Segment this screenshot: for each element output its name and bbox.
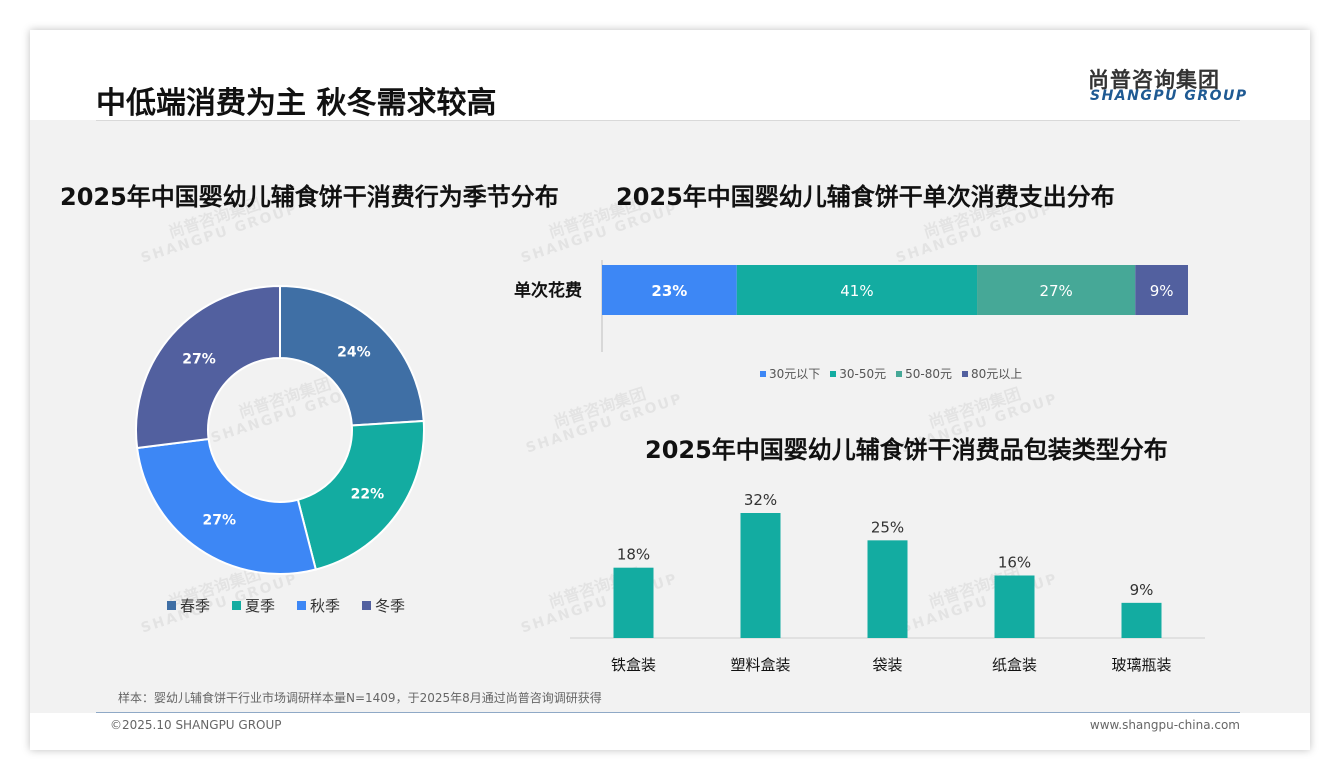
- stacked-segment: [977, 265, 1136, 315]
- segment-label: 23%: [651, 282, 687, 300]
- legend-swatch: [297, 601, 307, 610]
- stacked-bar-chart-title: 2025年中国婴幼儿辅食饼干单次消费支出分布: [616, 183, 1115, 211]
- legend-label: 80元以上: [971, 367, 1023, 381]
- legend-label: 30-50元: [839, 367, 887, 381]
- legend-swatch: [830, 370, 837, 377]
- donut-slice-label: 24%: [337, 344, 371, 360]
- column-value-label: 32%: [744, 491, 777, 509]
- column-category-label: 袋装: [872, 656, 902, 674]
- donut-slice: [296, 419, 425, 571]
- stacked-segment: [736, 265, 978, 315]
- column-chart: 18% 铁盒装 32% 塑料盒装 25% 袋装 16% 纸盒装 9% 玻璃瓶装: [570, 491, 1205, 674]
- column-value-label: 16%: [998, 554, 1031, 572]
- stacked-bar-chart: 单次花费 23% 41% 27% 9%: [514, 260, 1188, 352]
- column-category-label: 铁盒装: [611, 656, 656, 674]
- legend-item: 夏季: [232, 595, 275, 616]
- sample-note: 样本：婴幼儿辅食饼干行业市场调研样本量N=1409，于2025年8月通过尚普咨询…: [118, 691, 602, 705]
- logo-chinese: 尚普咨询集团: [1088, 68, 1220, 92]
- legend-item: 30-50元: [830, 365, 886, 382]
- column-bar: [1121, 602, 1162, 638]
- donut-slice: [279, 284, 425, 427]
- column-bar: [867, 540, 908, 638]
- legend-swatch: [896, 370, 903, 377]
- stacked-segment: [602, 265, 737, 315]
- segment-label: 27%: [1039, 282, 1072, 300]
- legend-label: 秋季: [310, 597, 341, 615]
- segment-label: 41%: [840, 282, 873, 300]
- column-category-label: 塑料盒装: [730, 656, 790, 674]
- legend-item: 冬季: [362, 595, 405, 616]
- legend-item: 春季: [167, 595, 210, 616]
- donut-chart: 24% 22% 27% 27%: [135, 284, 425, 575]
- category-label: 单次花费: [514, 280, 582, 301]
- column-category-label: 纸盒装: [992, 656, 1037, 674]
- legend-label: 夏季: [245, 597, 276, 615]
- slide: 中低端消费为主 秋冬需求较高 尚普咨询集团 SHANGPU GROUP 尚普咨询…: [30, 30, 1310, 750]
- donut-slice-label: 27%: [182, 352, 216, 368]
- legend-label: 冬季: [375, 597, 406, 615]
- column-value-label: 25%: [871, 518, 904, 536]
- footer-background: [30, 713, 1310, 750]
- donut-slice: [136, 437, 318, 575]
- legend-item: 80元以上: [962, 365, 1022, 382]
- header-background: [30, 30, 1310, 120]
- legend-swatch: [167, 601, 176, 610]
- donut-chart-title: 2025年中国婴幼儿辅食饼干消费行为季节分布: [60, 183, 559, 211]
- legend-item: 50-80元: [896, 365, 952, 382]
- copyright: ©2025.10 SHANGPU GROUP: [110, 718, 282, 732]
- stacked-segment: [1135, 265, 1188, 315]
- column-value-label: 18%: [617, 546, 650, 564]
- segment-label: 9%: [1150, 282, 1174, 300]
- legend-label: 30元以下: [769, 367, 821, 381]
- legend-label: 50-80元: [905, 367, 953, 381]
- stacked-bar-legend: 30元以下 30-50元 50-80元 80元以上: [760, 365, 1032, 382]
- legend-swatch: [962, 370, 969, 377]
- legend-swatch: [232, 601, 242, 610]
- column-bar: [613, 567, 654, 638]
- footer-divider: [96, 712, 1240, 713]
- title-divider: [96, 120, 1240, 121]
- legend-label: 春季: [180, 597, 211, 615]
- column-bar: [740, 513, 781, 638]
- legend-swatch: [760, 370, 766, 377]
- donut-legend: 春季 夏季 秋季 冬季: [167, 595, 427, 616]
- column-value-label: 9%: [1130, 581, 1154, 599]
- column-chart-title: 2025年中国婴幼儿辅食饼干消费品包装类型分布: [645, 436, 1168, 464]
- website: www.shangpu-china.com: [1089, 718, 1240, 732]
- legend-item: 30元以下: [760, 365, 820, 382]
- column-category-label: 玻璃瓶装: [1111, 656, 1171, 674]
- donut-slice-label: 22%: [351, 486, 385, 502]
- legend-swatch: [362, 601, 372, 610]
- legend-item: 秋季: [297, 595, 340, 616]
- page-title: 中低端消费为主 秋冬需求较高: [96, 86, 497, 121]
- donut-slice: [135, 284, 281, 450]
- logo-english: SHANGPU GROUP: [1090, 88, 1248, 104]
- column-bar: [994, 575, 1035, 638]
- donut-slice-label: 27%: [203, 512, 237, 528]
